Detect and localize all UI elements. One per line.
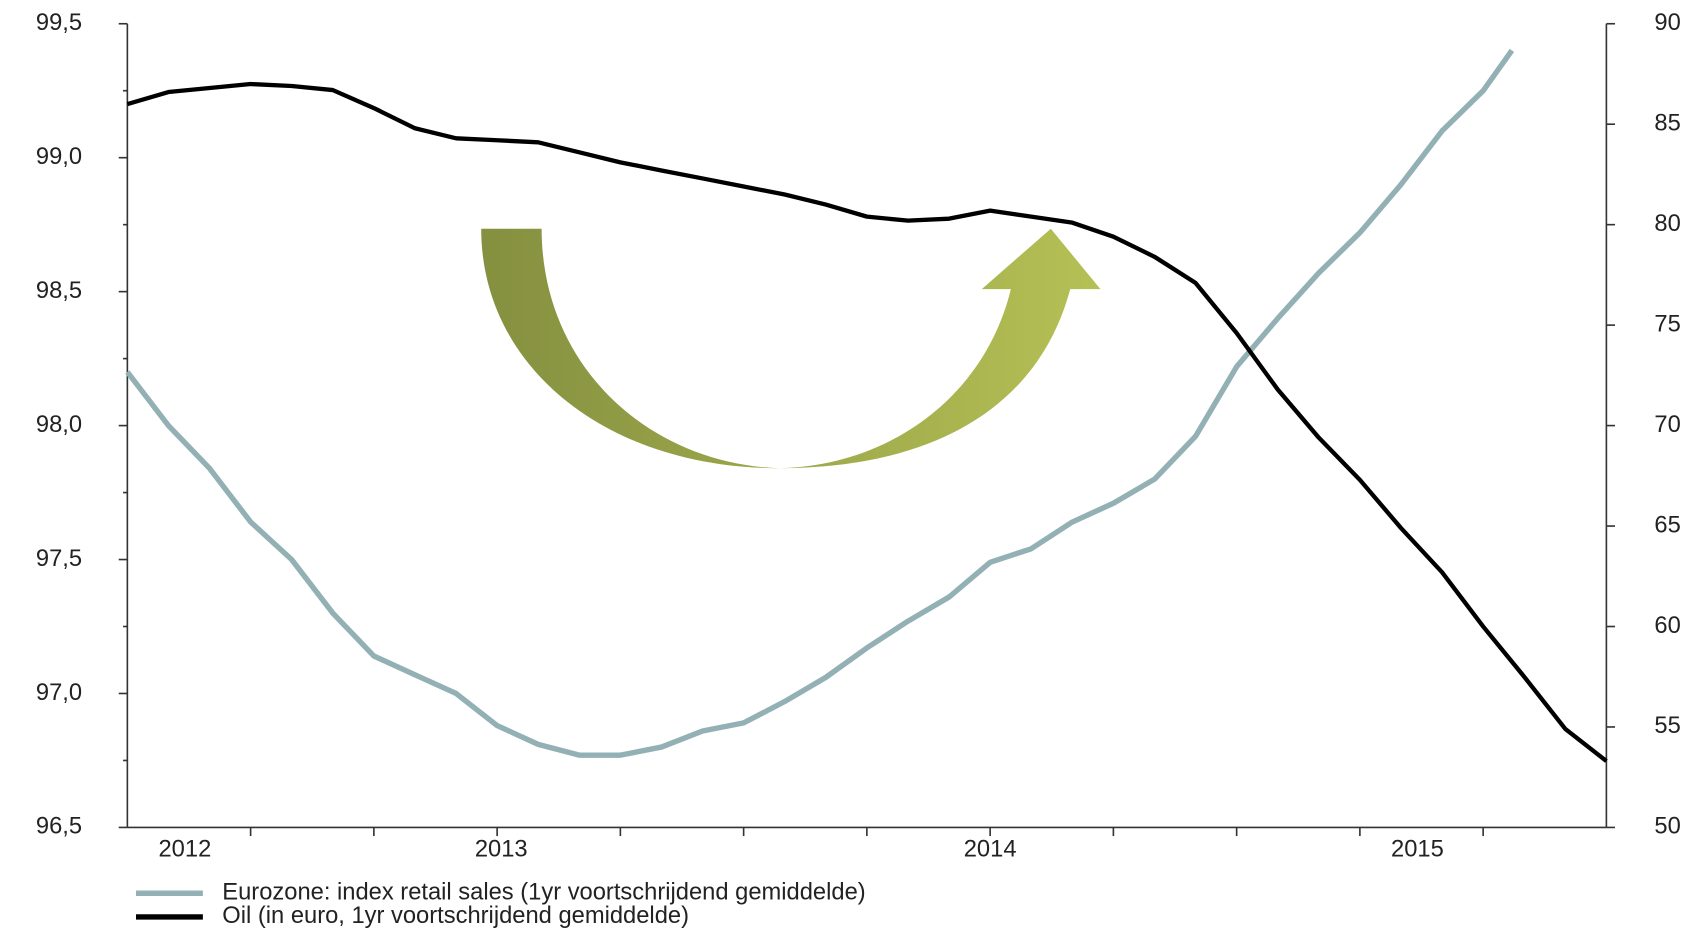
legend-label: Eurozone: index retail sales (1yr voorts… [222, 880, 865, 906]
y-tick-label: 97,5 [36, 546, 82, 572]
y2-tick-label: 85 [1654, 110, 1680, 136]
y2-tick-label: 80 [1654, 211, 1680, 237]
y2-tick-label: 60 [1654, 613, 1680, 639]
y2-tick-label: 55 [1654, 713, 1680, 739]
x-tick-label: 2012 [158, 836, 211, 862]
series-line [127, 50, 1512, 755]
x-tick-label: 2013 [475, 836, 528, 862]
y2-tick-label: 65 [1654, 512, 1680, 538]
legend-label: Oil (in euro, 1yr voortschrijdend gemidd… [222, 903, 689, 929]
y2-tick-label: 70 [1654, 412, 1680, 438]
y-tick-label: 96,5 [36, 814, 82, 840]
y-tick-label: 99,0 [36, 144, 82, 170]
y-tick-label: 99,5 [36, 10, 82, 36]
y-tick-label: 98,0 [36, 412, 82, 438]
x-tick-label: 2015 [1391, 836, 1444, 862]
y-tick-label: 98,5 [36, 278, 82, 304]
x-tick-label: 2014 [964, 836, 1017, 862]
y2-tick-label: 75 [1654, 311, 1680, 337]
y2-tick-label: 50 [1654, 814, 1680, 840]
arrow [481, 229, 1100, 468]
chart: 96,5 97,0 97,5 98,0 98,5 99,0 99,5 50 55 60 65 70 75… [0, 0, 1696, 931]
y2-tick-label: 90 [1654, 10, 1680, 36]
series-line [127, 84, 1606, 761]
y-tick-label: 97,0 [36, 680, 82, 706]
